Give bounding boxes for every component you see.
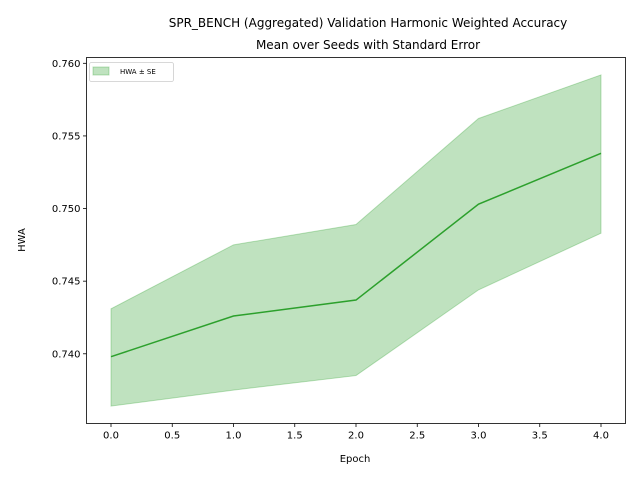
x-tick-label: 4.0 (593, 431, 609, 442)
x-tick-label: 3.0 (471, 431, 487, 442)
x-tick-label: 2.0 (348, 431, 364, 442)
y-tick-label: 0.740 (52, 349, 81, 360)
x-tick-label: 3.5 (532, 431, 548, 442)
y-axis-label: HWA (17, 228, 28, 252)
chart-title-line-2: Mean over Seeds with Standard Error (256, 38, 480, 52)
x-tick-label: 0.5 (164, 431, 180, 442)
x-axis: 0.0 0.5 1.0 1.5 2.0 2.5 3.0 3.5 4.0 (103, 423, 609, 442)
plot-area (110, 74, 602, 407)
legend-swatch (92, 66, 110, 76)
legend-label: HWA ± SE (120, 68, 156, 76)
legend-box (89, 62, 174, 82)
x-tick-label: 1.5 (287, 431, 303, 442)
chart-title-line-1: SPR_BENCH (Aggregated) Validation Harmon… (169, 16, 568, 30)
x-axis-label: Epoch (340, 454, 371, 465)
x-tick-label: 1.0 (226, 431, 242, 442)
y-tick-label: 0.750 (52, 204, 81, 215)
x-tick-label: 0.0 (103, 431, 119, 442)
x-tick-label: 2.5 (409, 431, 425, 442)
y-axis: 0.740 0.745 0.750 0.755 0.760 (52, 59, 87, 360)
y-tick-label: 0.745 (52, 277, 81, 288)
y-tick-label: 0.755 (52, 131, 81, 142)
se-band-0 (110, 74, 602, 407)
legend: HWA ± SE (89, 62, 174, 82)
y-tick-label: 0.760 (52, 59, 81, 70)
